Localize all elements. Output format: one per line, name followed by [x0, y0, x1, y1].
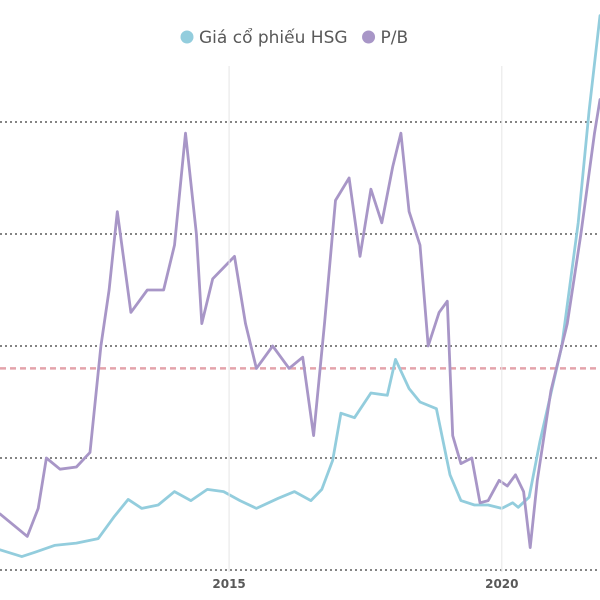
legend-label: P/B — [381, 28, 409, 48]
x-tick-label: 2015 — [212, 577, 245, 591]
legend-marker — [180, 30, 194, 44]
series-line-pb — [0, 98, 600, 549]
legend: Giá cổ phiếu HSG P/B — [180, 27, 409, 48]
series-line-hsg-price — [0, 14, 600, 558]
plot-area — [0, 14, 600, 558]
x-axis-ticks: 2015 2020 — [212, 66, 519, 591]
legend-marker — [362, 30, 376, 44]
legend-label: Giá cổ phiếu HSG — [199, 27, 348, 48]
x-tick-label: 2020 — [485, 577, 518, 591]
